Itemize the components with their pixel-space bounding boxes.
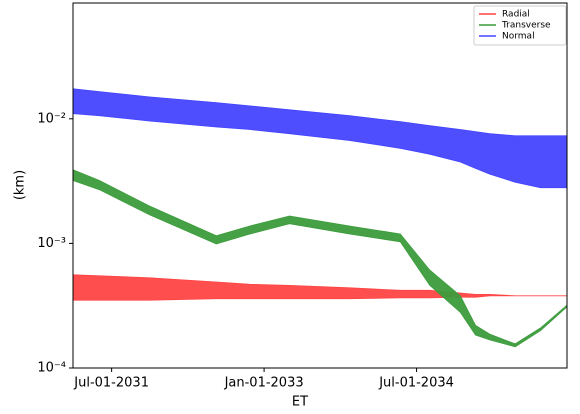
legend-label: Radial xyxy=(502,10,530,20)
band-area xyxy=(72,274,567,301)
legend-box xyxy=(473,5,567,46)
x-tick-label: Jul-01-2031 xyxy=(73,376,149,391)
y-tick-label: 10⁻⁴ xyxy=(37,361,66,376)
band-area xyxy=(72,88,568,189)
plot-frame xyxy=(72,2,568,369)
y-tick-label: 10⁻² xyxy=(37,111,66,126)
legend-label: Transverse xyxy=(501,21,551,31)
band-area xyxy=(72,169,568,348)
y-axis-label: (km) xyxy=(13,170,28,200)
x-tick-label: Jul-01-2034 xyxy=(378,376,454,391)
legend-label: Normal xyxy=(502,32,535,42)
x-axis-label: ET xyxy=(292,395,308,410)
x-tick-label: Jan-01-2033 xyxy=(224,376,304,391)
y-tick-label: 10⁻³ xyxy=(37,236,66,251)
